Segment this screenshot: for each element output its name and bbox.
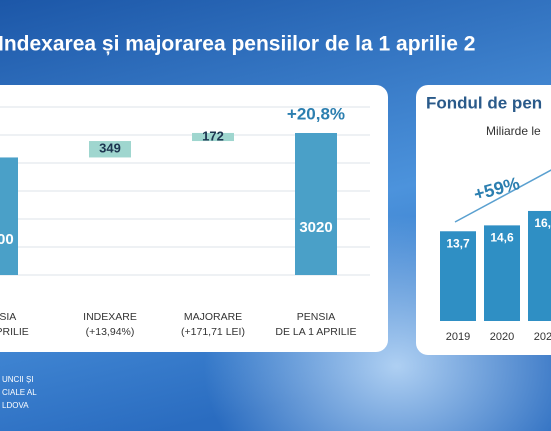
category-label: 2019 bbox=[446, 331, 470, 343]
category-label: PENSIA bbox=[297, 311, 336, 323]
bar bbox=[89, 141, 131, 158]
value-label: 172 bbox=[202, 128, 224, 143]
bar bbox=[295, 133, 337, 275]
page-title: Indexarea și majorarea pensiilor de la 1… bbox=[0, 33, 475, 56]
category-label: PENSIA bbox=[0, 311, 16, 323]
category-label: 2020 bbox=[490, 331, 514, 343]
value-label: 14,6 bbox=[490, 231, 514, 245]
footer-line: CIALE AL bbox=[2, 388, 37, 397]
category-label: 2021 bbox=[534, 331, 551, 343]
panel-subtitle: Miliarde le bbox=[486, 124, 541, 138]
category-label: (+171,71 LEI) bbox=[181, 326, 245, 338]
trend-arrow bbox=[454, 169, 551, 223]
bar bbox=[440, 231, 476, 321]
value-label: 16,8 bbox=[534, 216, 551, 230]
footer-line: UNCII ȘI bbox=[2, 375, 34, 384]
bar bbox=[192, 132, 234, 142]
value-label: 349 bbox=[99, 141, 121, 156]
category-label: DE LA 1 APRILIE bbox=[275, 326, 356, 338]
value-label: 13,7 bbox=[446, 236, 470, 250]
value-label: 2500 bbox=[0, 231, 14, 248]
category-label: LA 1 APRILIE bbox=[0, 326, 29, 338]
category-label: MAJORARE bbox=[184, 311, 242, 323]
value-label: 3020 bbox=[299, 219, 332, 236]
footer-line: LDOVA bbox=[2, 401, 29, 410]
footer: UNCII ȘI CIALE AL LDOVA bbox=[2, 375, 37, 410]
bar bbox=[484, 225, 520, 321]
category-label: (+13,94%) bbox=[86, 326, 135, 338]
bar bbox=[0, 157, 18, 275]
annotation: +20,8% bbox=[287, 104, 345, 123]
panel-title: Fondul de pen bbox=[426, 93, 542, 112]
category-label: INDEXARE bbox=[83, 311, 137, 323]
bar bbox=[528, 210, 551, 321]
